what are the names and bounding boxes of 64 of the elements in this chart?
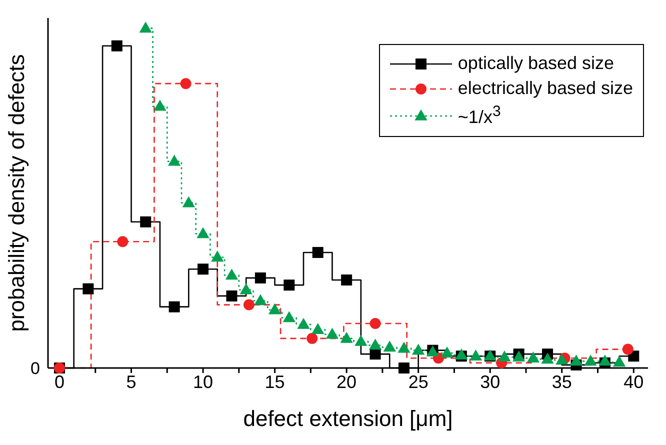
x-tick-label: 25 <box>408 372 428 392</box>
point <box>243 299 254 310</box>
point <box>297 318 310 329</box>
point <box>354 334 368 346</box>
point <box>469 350 482 361</box>
point <box>383 340 396 352</box>
point <box>196 227 210 238</box>
point <box>541 352 554 364</box>
point <box>370 318 381 329</box>
point <box>312 323 324 334</box>
x-tick-label: 5 <box>126 372 136 392</box>
point <box>282 311 296 322</box>
point <box>182 196 195 208</box>
point <box>154 100 166 111</box>
point <box>254 272 266 284</box>
point <box>140 216 152 228</box>
legend-label: optically based size <box>458 53 614 74</box>
point <box>622 344 634 355</box>
x-tick-label: 40 <box>624 372 644 392</box>
point <box>198 264 209 275</box>
x-tick-label: 15 <box>264 372 285 392</box>
x-tick-label: 30 <box>480 372 500 392</box>
point <box>306 332 318 344</box>
point <box>254 294 267 306</box>
point <box>526 352 540 363</box>
point <box>168 154 181 166</box>
point <box>556 354 568 365</box>
point <box>240 283 252 294</box>
text: 0 <box>30 359 40 378</box>
point <box>368 338 382 350</box>
point <box>598 354 612 366</box>
point <box>412 344 425 355</box>
point <box>584 354 597 366</box>
point <box>570 354 583 366</box>
point <box>117 236 128 248</box>
point <box>370 348 381 360</box>
point <box>398 342 410 353</box>
x-tick-label: 35 <box>552 372 572 392</box>
point <box>225 268 238 280</box>
point <box>111 40 122 52</box>
point <box>326 328 339 339</box>
x-tick-label: 0 <box>54 372 64 392</box>
y-axis-title: probability density of defects <box>4 54 30 332</box>
point <box>168 301 180 312</box>
legend-label: ~1/x$^{3}$ <box>458 103 501 128</box>
legend-label: electrically based size <box>458 78 633 99</box>
point <box>226 290 238 302</box>
point <box>455 348 468 360</box>
point <box>340 332 353 343</box>
point <box>398 362 410 374</box>
point <box>180 78 192 90</box>
point <box>341 274 352 286</box>
point <box>211 250 224 262</box>
x-tick-label: 20 <box>336 372 357 392</box>
point <box>312 246 324 258</box>
point <box>82 283 94 294</box>
point <box>440 346 454 358</box>
point <box>498 350 511 362</box>
point <box>139 22 152 33</box>
point <box>284 280 295 291</box>
point <box>612 356 626 367</box>
point <box>268 303 282 314</box>
x-axis-title: defect extension [μm] <box>243 406 453 431</box>
x-tick-label: 10 <box>193 372 214 392</box>
